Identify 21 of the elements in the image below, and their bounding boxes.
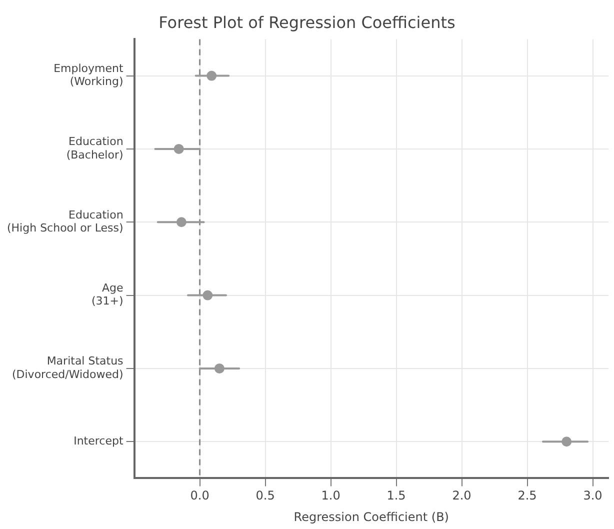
point [202, 290, 213, 300]
x-tick-label: 2.0 [452, 488, 472, 503]
y-tick-label: Education (Bachelor) [66, 135, 124, 162]
y-tick-label: Age (31+) [91, 282, 124, 308]
y-tick-label: Marital Status (Divorced/Widowed) [12, 354, 124, 381]
point [214, 363, 224, 374]
x-tick-label: 2.5 [518, 488, 537, 503]
x-tick-label: 0.0 [190, 488, 210, 503]
point [174, 144, 184, 154]
point [562, 436, 572, 447]
y-tick-label: Employment (Working) [54, 62, 124, 88]
point [176, 217, 186, 228]
y-tick-label: Intercept [74, 434, 124, 448]
chart-title: Forest Plot of Regression Coefficients [158, 12, 456, 32]
y-tick-label: Education (High School or Less) [6, 208, 124, 235]
x-tick-label: 1.0 [321, 488, 340, 503]
x-tick-label: 0.5 [256, 488, 275, 503]
point [206, 70, 217, 81]
x-tick-label: 3.0 [583, 488, 602, 503]
x-tick-label: 1.5 [386, 488, 406, 503]
x-axis-title: Regression Coefficient (B) [294, 510, 449, 524]
